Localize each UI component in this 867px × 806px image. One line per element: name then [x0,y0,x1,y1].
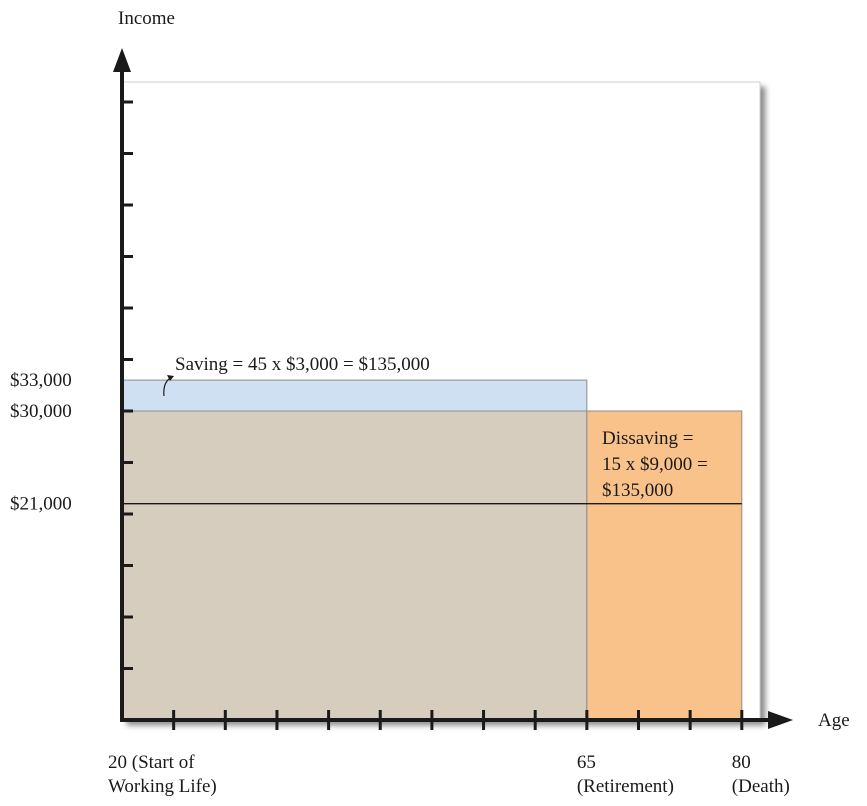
x-tick-label: (Retirement) [577,776,674,797]
y-tick-label: $30,000 [10,401,72,422]
y-tick-label: $21,000 [10,494,72,515]
saving-annotation: Saving = 45 x $3,000 = $135,000 [175,354,430,375]
y-tick-label: $33,000 [10,370,72,391]
regions-group [121,379,743,721]
x-axis-title: Age [818,710,850,731]
dissaving-annotation-line-1: Dissaving = [602,428,693,449]
y-tick-labels: $33,000 $30,000 $21,000 [10,370,72,515]
dissaving-annotation-line-3: $135,000 [602,480,673,501]
dissaving-annotation-line-2: 15 x $9,000 = [602,454,708,475]
region-working-consumption [121,410,588,721]
region-dissaving [586,410,743,721]
x-tick-label: (Death) [732,776,790,797]
region-saving [121,379,588,412]
y-axis-arrow [113,48,131,72]
x-tick-labels: 20 (Start of Working Life) 65 (Retirement) 8… [108,752,790,797]
x-tick-label: 20 (Start of [108,752,195,773]
y-axis-title: Income [118,8,175,29]
x-tick-label: 65 [577,752,596,773]
x-tick-label: Working Life) [108,776,217,797]
x-axis-arrow [768,711,793,729]
x-tick-label: 80 [732,752,751,773]
saving-pointer-arrowhead [167,375,174,381]
